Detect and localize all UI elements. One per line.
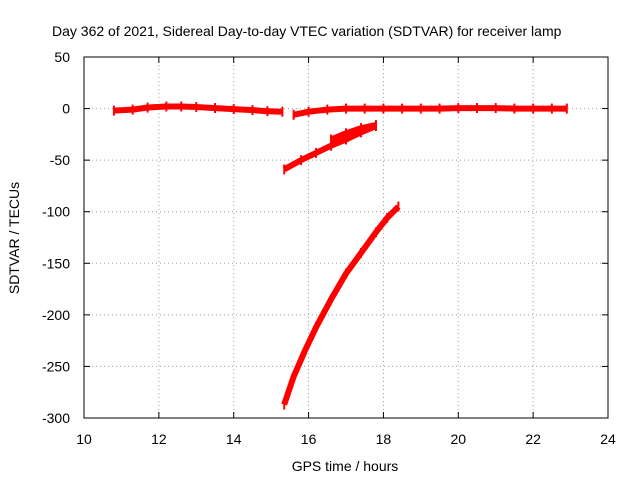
x-tick-label: 16 (301, 431, 317, 447)
y-tick-label: 50 (54, 49, 70, 65)
y-tick-label: -250 (42, 358, 70, 374)
x-tick-label: 12 (151, 431, 167, 447)
plot-frame (83, 56, 609, 419)
y-tick-label: -100 (42, 204, 70, 220)
y-tick-label: -200 (42, 307, 70, 323)
series-line-5 (281, 204, 401, 406)
y-tick-label: -150 (42, 255, 70, 271)
series-line-1 (113, 103, 283, 115)
x-tick-label: 20 (450, 431, 466, 447)
x-tick-label: 10 (76, 431, 92, 447)
series-line-4 (329, 122, 377, 143)
x-tick-label: 14 (226, 431, 242, 447)
x-tick-label: 22 (525, 431, 541, 447)
x-tick-label: 24 (600, 431, 616, 447)
series-line-2 (292, 105, 567, 118)
y-tick-label: -300 (42, 410, 70, 426)
y-tick-label: 0 (62, 101, 70, 117)
x-tick-label: 18 (376, 431, 392, 447)
x-axis-label: GPS time / hours (292, 458, 399, 474)
chart-title: Day 362 of 2021, Sidereal Day-to-day VTE… (52, 23, 562, 39)
y-tick-label: -50 (50, 152, 70, 168)
y-axis-label: SDTVAR / TECUs (6, 182, 22, 294)
